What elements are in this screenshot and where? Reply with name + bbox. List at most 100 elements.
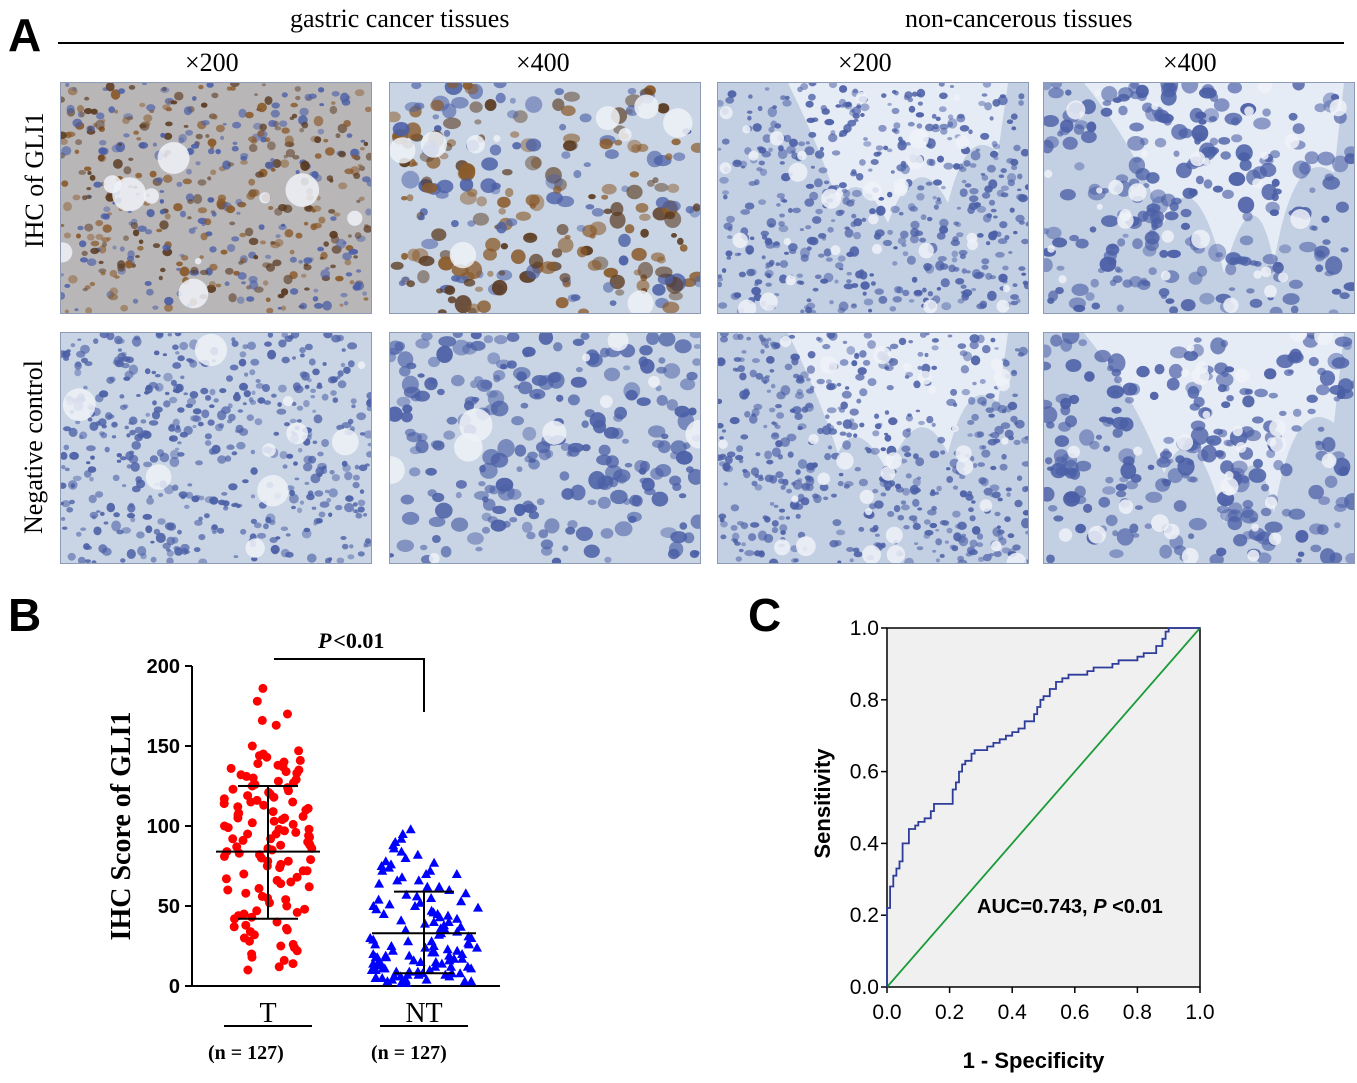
data-point-nt <box>400 853 411 862</box>
data-point-t <box>223 885 233 895</box>
data-point-nt <box>424 965 435 974</box>
reference-diagonal-line <box>886 627 1201 988</box>
data-point-t <box>247 952 257 962</box>
data-point-nt <box>373 894 384 904</box>
data-point-nt <box>426 893 437 902</box>
data-point-nt <box>380 856 391 866</box>
data-point-t <box>283 856 293 866</box>
data-point-nt <box>378 909 389 918</box>
data-point-t <box>262 752 272 762</box>
data-point-t <box>288 959 298 969</box>
data-point-t <box>281 767 291 777</box>
data-point-t <box>247 818 257 828</box>
data-point-t <box>276 879 286 889</box>
x-tick-label: 1.0 <box>1185 1001 1214 1024</box>
data-point-nt <box>402 969 413 979</box>
data-point-nt <box>420 942 431 952</box>
data-point-nt <box>400 925 411 934</box>
micrograph-normal-400-negative <box>1043 332 1355 564</box>
data-point-t <box>259 800 269 810</box>
data-point-t <box>257 715 267 725</box>
data-point-t <box>274 824 284 834</box>
data-point-t <box>245 936 254 946</box>
data-point-nt <box>374 878 385 888</box>
data-point-t <box>276 840 286 850</box>
data-point-nt <box>443 910 453 920</box>
panel-label-c: C <box>748 589 782 641</box>
x-tick-label: 0.4 <box>998 1001 1028 1024</box>
panel-label-a: A <box>8 9 42 61</box>
y-axis-title: IHC Score of GLI1 <box>106 712 137 941</box>
micrograph-cancer-400-negative <box>389 332 701 564</box>
data-point-nt <box>429 857 440 867</box>
data-point-t <box>275 863 285 873</box>
x-axis-title: 1 - Specificity <box>963 1048 1106 1073</box>
data-point-nt <box>396 833 407 843</box>
data-point-nt <box>434 881 445 891</box>
data-point-nt <box>377 865 388 875</box>
data-point-t <box>276 941 286 951</box>
micrograph-cancer-200-ihc <box>60 82 372 314</box>
data-point-t <box>243 829 253 839</box>
data-point-t <box>246 797 256 807</box>
data-point-t <box>292 946 302 956</box>
y-tick-label: 100 <box>147 816 180 838</box>
data-point-nt <box>382 976 393 986</box>
data-point-nt <box>444 971 455 981</box>
data-point-nt <box>366 965 377 974</box>
data-point-t <box>306 855 316 865</box>
data-point-nt <box>432 909 443 918</box>
data-point-nt <box>408 955 419 965</box>
data-point-nt <box>421 974 432 984</box>
y-tick-label: 0.8 <box>850 689 879 712</box>
p-value-text: <0.01 <box>1112 896 1163 918</box>
data-point-t <box>279 955 289 965</box>
micrograph-normal-400-ihc <box>1043 82 1355 314</box>
auc-annotation: AUC=0.743, P <0.01 <box>977 896 1163 919</box>
data-point-nt <box>401 889 412 899</box>
x-tick-label: 0.8 <box>1123 1001 1152 1024</box>
data-point-nt <box>472 942 482 952</box>
data-point-nt <box>436 958 447 968</box>
data-point-nt <box>397 872 407 882</box>
data-point-t <box>255 751 264 761</box>
data-point-nt <box>377 963 388 973</box>
data-point-nt <box>456 896 467 906</box>
magnification-label: ×200 <box>838 48 892 77</box>
data-point-t <box>288 819 298 829</box>
data-point-t <box>230 914 239 924</box>
data-point-t <box>219 799 229 809</box>
roc-curve-line <box>886 627 1200 987</box>
data-point-t <box>274 962 284 972</box>
data-point-t <box>254 883 264 893</box>
data-point-t <box>239 909 249 919</box>
data-point-t <box>283 709 292 719</box>
data-point-nt <box>452 913 462 923</box>
micrograph-normal-200-negative <box>717 332 1029 564</box>
data-point-nt <box>443 917 454 926</box>
data-point-nt <box>370 939 381 949</box>
significance-bracket <box>274 658 425 712</box>
group-title-cancer: gastric cancer tissues <box>290 4 510 33</box>
data-point-t <box>241 888 251 898</box>
data-point-nt <box>430 957 441 966</box>
data-point-nt <box>464 939 474 949</box>
data-point-nt <box>466 976 477 986</box>
data-point-nt <box>404 950 415 960</box>
data-point-t <box>304 882 314 892</box>
data-point-nt <box>411 891 422 901</box>
data-point-t <box>258 683 268 693</box>
magnification-label: ×400 <box>516 48 570 77</box>
data-point-t <box>273 776 283 786</box>
data-point-t <box>286 877 296 887</box>
data-point-t <box>238 835 248 845</box>
data-point-t <box>292 907 302 917</box>
data-point-t <box>219 851 229 861</box>
micrograph-cancer-200-negative <box>60 332 372 564</box>
p-value-label-b: P <0.01 <box>318 628 384 654</box>
data-point-nt <box>460 888 471 898</box>
n-label-t: (n = 127) <box>208 1042 284 1064</box>
data-point-t <box>247 741 257 751</box>
